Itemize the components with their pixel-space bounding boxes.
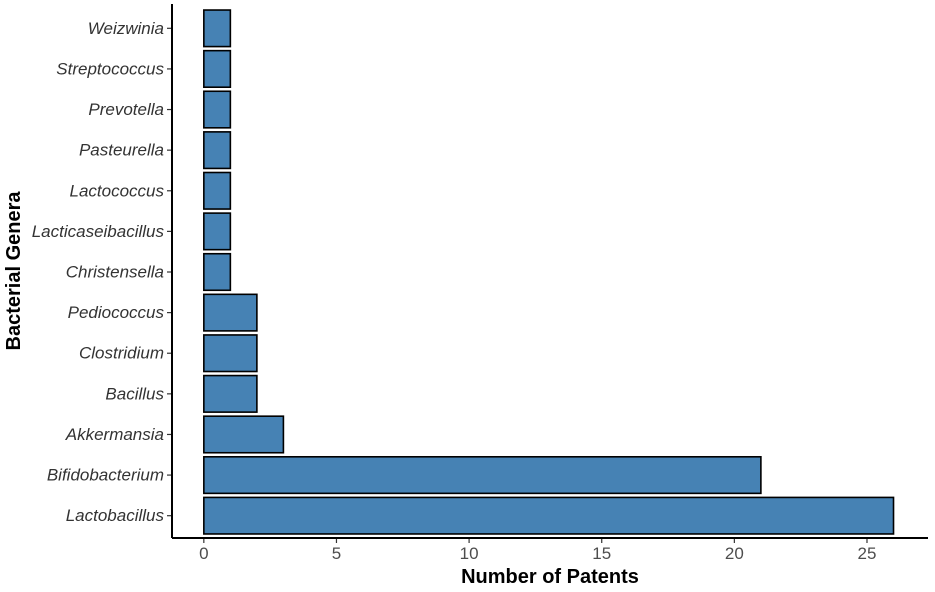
y-axis-title: Bacterial Genera — [3, 191, 25, 351]
bar-bifidobacterium — [203, 455, 762, 495]
bar-streptococcus — [203, 49, 232, 88]
bar-pediococcus — [203, 293, 258, 332]
y-tick-label: Lacticaseibacillus — [32, 222, 165, 241]
bar-weizwinia — [203, 9, 232, 48]
bar-prevotella — [203, 90, 232, 129]
y-tick-label: Streptococcus — [56, 59, 164, 78]
x-tick-label: 5 — [332, 544, 341, 563]
y-tick-label: Weizwinia — [88, 19, 164, 38]
y-tick-label: Christensella — [66, 263, 164, 282]
y-tick-label: Pasteurella — [79, 141, 164, 160]
x-tick-label: 0 — [199, 544, 208, 563]
bar-pasteurella — [203, 131, 232, 170]
y-tick-label: Bifidobacterium — [47, 466, 164, 485]
y-tick-label: Bacillus — [105, 384, 164, 403]
x-tick-label: 10 — [460, 544, 479, 563]
x-tick-label: 25 — [858, 544, 877, 563]
bar-lactococcus — [203, 171, 232, 210]
y-axis-ticks: Lactobacillus Bifidobacterium Akkermansia B… — [32, 19, 172, 525]
y-tick-label: Clostridium — [79, 344, 164, 363]
y-tick-label: Lactobacillus — [66, 506, 165, 525]
bars-layer — [203, 9, 895, 535]
bar-bacillus — [203, 374, 258, 413]
x-tick-label: 15 — [592, 544, 611, 563]
bar-clostridium — [203, 334, 258, 373]
x-axis-title: Number of Patents — [461, 566, 639, 587]
bar-christensella — [203, 252, 232, 292]
bar-akkermansia — [203, 415, 285, 454]
bar-lacticaseibacillus — [203, 212, 232, 251]
bar-lactobacillus — [203, 496, 895, 535]
y-tick-label: Prevotella — [88, 100, 164, 119]
y-tick-label: Lactococcus — [70, 181, 165, 200]
x-tick-label: 20 — [725, 544, 744, 563]
y-tick-label: Akkermansia — [65, 425, 164, 444]
x-axis-ticks: 0 5 10 15 20 25 — [199, 538, 876, 563]
y-tick-label: Pediococcus — [68, 303, 165, 322]
